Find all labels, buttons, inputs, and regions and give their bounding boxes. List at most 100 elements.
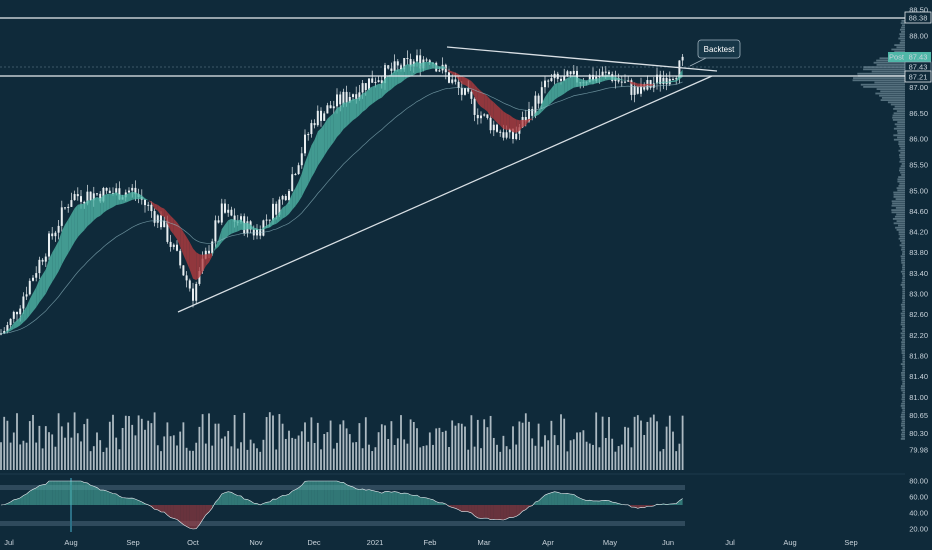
volume-profile-bar	[901, 317, 905, 319]
candle-body	[576, 70, 578, 83]
ma-ribbon-segment	[653, 82, 657, 86]
volume-profile-bar	[902, 295, 905, 297]
volume-bar	[192, 450, 194, 470]
ma-ribbon-segment	[407, 63, 411, 78]
volume-bar	[438, 427, 441, 470]
time-axis[interactable]: Jul Aug Sep Oct Nov Dec 2021 Feb Mar Apr May Jun Jul…	[4, 538, 857, 547]
candle-body	[681, 56, 684, 61]
y-tick-label: 83.00	[909, 290, 928, 299]
volume-bar	[288, 430, 290, 470]
volume-bar	[35, 442, 38, 470]
ma-ribbon-segment	[170, 215, 174, 235]
ma-ribbon-segment	[257, 228, 261, 231]
rising-support-trendline[interactable]	[177, 75, 713, 313]
ma-ribbon-segment	[7, 327, 11, 333]
ma-ribbon-segment	[298, 173, 302, 202]
oscillator-fill	[474, 505, 478, 518]
candle-body	[499, 131, 502, 133]
x-tick-label: Jun	[662, 538, 674, 547]
volume-profile-bar	[902, 292, 905, 295]
oscillator-fill	[317, 481, 321, 505]
volume-profile-bar	[900, 416, 905, 418]
volume-profile-bar	[902, 286, 905, 288]
oscillator-fill	[109, 492, 113, 505]
volume-profile-bar	[898, 149, 905, 152]
candle-body	[601, 71, 604, 77]
ma-ribbon-segment	[477, 88, 481, 107]
volume-profile-bar	[902, 409, 905, 412]
oscillator-fill	[605, 500, 609, 505]
volume-bar	[464, 426, 466, 470]
oscillator-fill	[561, 493, 565, 505]
volume-profile-bar	[902, 356, 905, 359]
oscillator-fill	[308, 481, 312, 505]
ma-ribbon-segment	[29, 292, 33, 316]
candle-body	[316, 110, 319, 126]
ma-ribbon-segment	[484, 93, 488, 112]
candle-body	[348, 97, 351, 103]
price-axis[interactable]: 88.50 88.00 87.43 87.00 86.50 86.00 85.50 85.00…	[909, 6, 928, 455]
candle-body	[569, 71, 572, 75]
volume-profile-bar	[900, 152, 905, 154]
volume-bar	[348, 434, 351, 470]
volume-bar	[483, 419, 486, 470]
volume-bar	[659, 451, 662, 470]
oscillator-tick-label: 80.00	[909, 477, 928, 486]
y-tick-label: 83.40	[909, 269, 928, 278]
candle-body	[384, 65, 386, 84]
volume-bar	[217, 423, 220, 470]
candle-body	[592, 74, 594, 81]
volume-bar	[505, 446, 508, 470]
volume-bar	[204, 443, 207, 470]
volume-profile-bar	[902, 290, 905, 293]
candle-body	[9, 318, 12, 326]
volume-profile-bar	[879, 94, 905, 97]
volume-bar	[140, 418, 143, 470]
ma-ribbon-segment	[20, 311, 24, 326]
candle-body	[41, 259, 44, 262]
ma-ribbon-segment	[151, 201, 155, 209]
ma-ribbon-segment	[359, 93, 363, 116]
volume-profile-bar	[902, 367, 905, 370]
volume-bar	[544, 435, 546, 470]
candle-body	[227, 209, 230, 213]
ma-ribbon-segment	[177, 222, 181, 247]
backtest-callout[interactable]: Backtest	[689, 39, 741, 67]
volume-bar	[540, 446, 543, 470]
oscillator-fill	[218, 493, 222, 505]
volume-profile-bar	[901, 394, 905, 396]
candle-body	[624, 81, 626, 83]
volume-profile-bar	[901, 31, 905, 33]
candle-body	[35, 273, 38, 278]
oscillator-axis[interactable]: 80.00 60.00 40.00 20.00	[909, 477, 928, 534]
volume-bar	[502, 435, 505, 470]
candle-body	[534, 95, 537, 116]
y-tick-label: 80.30	[909, 429, 928, 438]
volume-profile-bar	[901, 396, 905, 398]
ma-ribbon-segment	[141, 195, 145, 200]
candle-body	[502, 132, 505, 138]
falling-resistance-trendline[interactable]	[446, 46, 718, 72]
volume-bar	[460, 423, 463, 470]
oscillator-fill	[420, 497, 424, 505]
volume-bar	[89, 451, 92, 470]
volume-profile-bar	[899, 160, 905, 163]
oscillator-fill	[26, 491, 30, 505]
oscillator-fill	[545, 493, 549, 505]
volume-bar	[537, 423, 540, 470]
oscillator-fill	[634, 505, 638, 509]
ma-ribbon-segment	[506, 113, 510, 130]
oscillator-fill	[346, 484, 350, 505]
candle-body	[67, 206, 70, 208]
volume-profile-bar	[901, 429, 905, 431]
oscillator-fill	[215, 498, 219, 505]
volume-profile-bar	[900, 158, 905, 161]
volume-bar	[300, 431, 303, 470]
volume-bar	[579, 432, 582, 470]
ma-ribbon-segment	[292, 187, 296, 210]
candle-body	[604, 71, 607, 73]
volume-profile-bar	[897, 130, 905, 132]
ma-ribbon-segment	[551, 84, 555, 103]
ma-ribbon-segment	[532, 112, 536, 120]
